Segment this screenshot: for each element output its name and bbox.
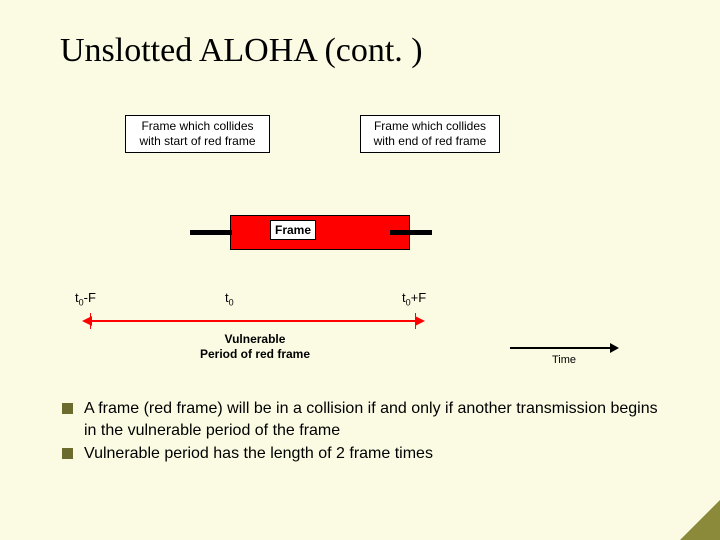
colliding-frame-start-icon: [190, 230, 232, 235]
t-sfx: +F: [411, 290, 427, 305]
bullet-item: Vulnerable period has the length of 2 fr…: [60, 443, 670, 465]
slide-title: Unslotted ALOHA (cont. ): [60, 32, 423, 70]
collides-start-label: Frame which collides with start of red f…: [125, 115, 270, 153]
bullet-list: A frame (red frame) will be in a collisi…: [60, 398, 670, 467]
colliding-frame-end-icon: [390, 230, 432, 235]
collides-end-l1: Frame which collides: [374, 119, 486, 133]
vuln-l1: Vulnerable: [225, 332, 286, 346]
vuln-l2: Period of red frame: [200, 347, 310, 361]
frame-label: Frame: [270, 220, 316, 240]
arrow-left-icon: [82, 316, 92, 326]
marker-t0-plus-F: t0+F: [402, 290, 426, 308]
red-frame: [230, 215, 410, 250]
marker-t0: t0: [225, 290, 234, 308]
aloha-diagram: Frame which collides with start of red f…: [60, 100, 660, 380]
vulnerable-period-label: Vulnerable Period of red frame: [180, 332, 330, 362]
time-axis-line: [510, 347, 610, 349]
collides-end-l2: with end of red frame: [374, 134, 487, 148]
time-arrow-icon: [610, 343, 619, 353]
t-sub: 0: [229, 298, 234, 308]
t-sfx: -F: [84, 290, 96, 305]
marker-t0-minus-F: t0-F: [75, 290, 96, 308]
collides-start-l2: with start of red frame: [139, 134, 255, 148]
time-axis-label: Time: [552, 354, 576, 366]
collides-start-l1: Frame which collides: [141, 119, 253, 133]
bullet-item: A frame (red frame) will be in a collisi…: [60, 398, 670, 441]
arrow-right-icon: [415, 316, 425, 326]
collides-end-label: Frame which collides with end of red fra…: [360, 115, 500, 153]
corner-accent-icon: [680, 500, 720, 540]
vulnerable-period-line: [90, 320, 415, 322]
